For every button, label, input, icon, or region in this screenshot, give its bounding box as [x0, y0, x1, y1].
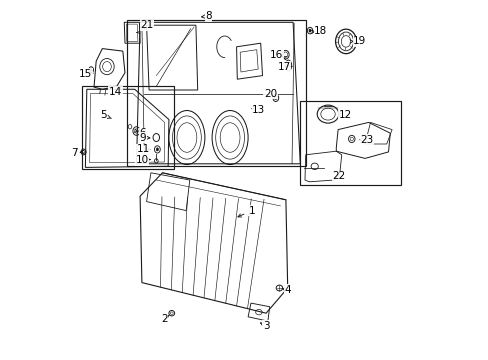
Text: 15: 15 [79, 69, 92, 79]
Bar [127, 20, 305, 166]
Ellipse shape [90, 68, 92, 71]
Text: 5: 5 [100, 110, 106, 120]
Ellipse shape [308, 29, 311, 32]
Text: 2: 2 [161, 314, 167, 324]
Text: 16: 16 [270, 50, 283, 60]
Ellipse shape [156, 148, 158, 151]
Text: 17: 17 [277, 62, 290, 72]
Text: 8: 8 [205, 11, 211, 21]
Text: 18: 18 [314, 26, 327, 36]
Text: 7: 7 [71, 148, 78, 158]
Text: 1: 1 [248, 206, 254, 216]
Text: 3: 3 [262, 321, 269, 331]
Text: 11: 11 [136, 144, 149, 154]
Text: 22: 22 [331, 171, 345, 181]
Text: 23: 23 [360, 135, 373, 145]
Text: 19: 19 [352, 36, 366, 46]
Text: 14: 14 [109, 87, 122, 97]
Text: 10: 10 [135, 155, 148, 165]
Text: 21: 21 [141, 20, 154, 30]
Text: 12: 12 [338, 110, 351, 120]
Text: 4: 4 [284, 285, 290, 295]
Bar [81, 86, 174, 169]
Text: 9: 9 [140, 132, 146, 143]
Text: 6: 6 [140, 128, 146, 138]
Bar [300, 101, 400, 185]
Text: 20: 20 [264, 89, 276, 99]
Text: 13: 13 [252, 105, 265, 115]
